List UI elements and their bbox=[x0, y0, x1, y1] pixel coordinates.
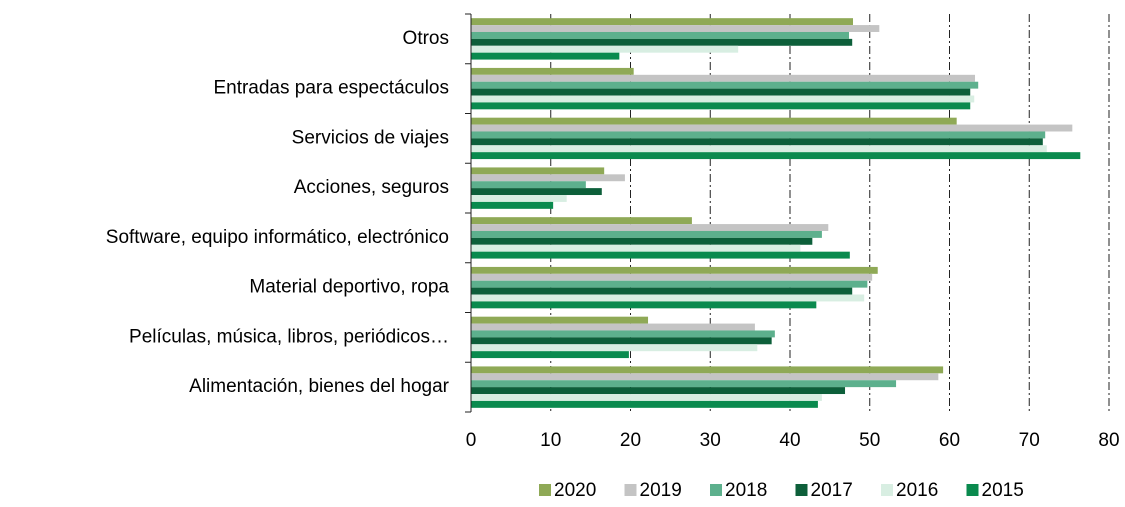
bar bbox=[471, 251, 850, 259]
bar bbox=[471, 181, 586, 189]
bar bbox=[471, 373, 939, 381]
y-tick-label: Películas, música, libros, periódicos… bbox=[129, 326, 449, 347]
bar bbox=[471, 344, 758, 352]
legend-label: 2018 bbox=[725, 480, 767, 501]
x-tick-label: 30 bbox=[700, 430, 721, 451]
x-tick-label: 10 bbox=[540, 430, 561, 451]
y-tick-label: Alimentación, bienes del hogar bbox=[189, 376, 450, 397]
legend-swatch bbox=[795, 484, 808, 496]
legend-label: 2020 bbox=[554, 480, 596, 501]
y-tick-label: Material deportivo, ropa bbox=[249, 277, 449, 298]
y-tick-label: Otros bbox=[403, 28, 449, 49]
bar bbox=[471, 45, 739, 53]
bar bbox=[471, 351, 629, 359]
bar bbox=[471, 31, 850, 39]
x-tick-label: 20 bbox=[620, 430, 641, 451]
bar bbox=[471, 74, 976, 82]
bar bbox=[471, 131, 1046, 139]
bar bbox=[471, 294, 865, 302]
bar bbox=[471, 117, 957, 125]
x-tick-label: 80 bbox=[1098, 430, 1119, 451]
bar bbox=[471, 195, 567, 202]
legend-swatch bbox=[710, 484, 722, 496]
bar bbox=[471, 280, 868, 288]
bar bbox=[471, 266, 878, 274]
bar bbox=[471, 167, 605, 175]
bar bbox=[471, 102, 971, 110]
legend-swatch bbox=[966, 484, 979, 496]
bar bbox=[471, 273, 873, 281]
bar bbox=[471, 145, 1047, 153]
bar bbox=[471, 188, 602, 196]
legend-swatch bbox=[881, 484, 893, 496]
x-tick-label: 50 bbox=[859, 430, 880, 451]
bar bbox=[471, 316, 649, 324]
bar bbox=[471, 230, 822, 238]
legend-label: 2019 bbox=[640, 480, 682, 501]
bar bbox=[471, 18, 854, 26]
bar bbox=[471, 301, 817, 309]
bar bbox=[471, 387, 846, 395]
bar bbox=[471, 287, 853, 295]
bar bbox=[471, 124, 1073, 132]
y-tick-label: Acciones, seguros bbox=[294, 177, 449, 198]
legend-label: 2015 bbox=[982, 480, 1024, 501]
x-tick-label: 70 bbox=[1019, 430, 1040, 451]
bar bbox=[471, 224, 829, 231]
bar bbox=[471, 237, 813, 245]
bar bbox=[471, 52, 620, 60]
bar bbox=[471, 244, 801, 252]
bar bbox=[471, 366, 944, 374]
bar bbox=[471, 81, 979, 89]
bar bbox=[471, 25, 880, 32]
y-tick-label: Entradas para espectáculos bbox=[213, 78, 449, 99]
bar bbox=[471, 67, 634, 75]
bar bbox=[471, 330, 775, 338]
bar bbox=[471, 380, 897, 388]
bar bbox=[471, 323, 755, 331]
y-tick-label: Servicios de viajes bbox=[292, 127, 449, 148]
legend-swatch bbox=[624, 484, 637, 496]
y-tick-label: Software, equipo informático, electrónic… bbox=[106, 227, 449, 248]
bar bbox=[471, 217, 692, 225]
bar bbox=[471, 95, 975, 103]
bar bbox=[471, 174, 625, 182]
bar bbox=[471, 201, 554, 209]
x-tick-label: 60 bbox=[939, 430, 960, 451]
bar bbox=[471, 152, 1081, 160]
x-tick-label: 40 bbox=[779, 430, 800, 451]
legend-label: 2017 bbox=[811, 480, 853, 501]
bar bbox=[471, 88, 971, 96]
legend-label: 2016 bbox=[896, 480, 938, 501]
x-tick-label: 0 bbox=[466, 430, 477, 451]
bar bbox=[471, 400, 818, 408]
bar bbox=[471, 337, 772, 345]
bar bbox=[471, 138, 1043, 146]
bar bbox=[471, 38, 853, 46]
legend-swatch bbox=[539, 484, 551, 496]
bar bbox=[471, 394, 822, 401]
